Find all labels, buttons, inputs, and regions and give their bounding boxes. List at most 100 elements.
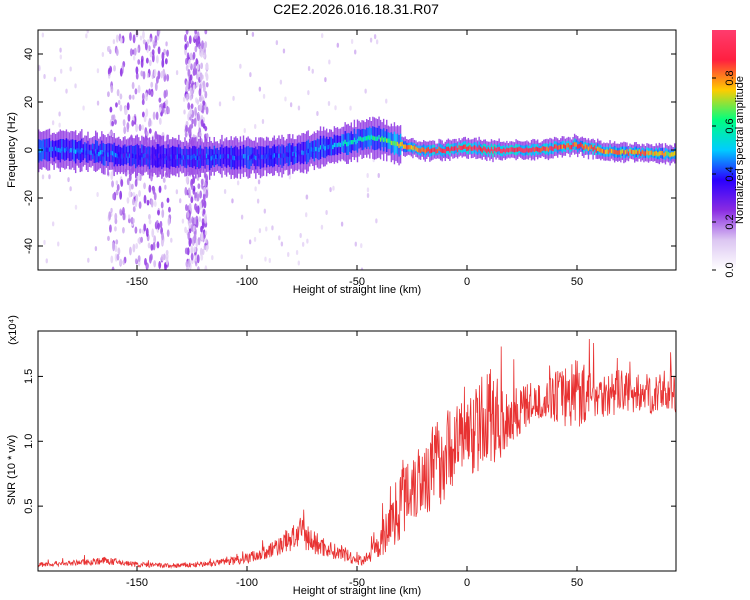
noise-cell — [204, 41, 208, 49]
noise-cell — [152, 39, 155, 45]
spectrogram-cell — [421, 147, 423, 152]
spectrogram-cell — [272, 154, 274, 159]
spectrogram-cell — [216, 153, 219, 159]
spectrogram-cell — [121, 154, 123, 159]
spectrogram-cell — [607, 149, 610, 155]
noise-cell — [161, 209, 165, 218]
noise-cell — [126, 178, 130, 186]
noise-cell — [181, 218, 185, 224]
noise-cell — [135, 123, 138, 133]
spectrogram-cell — [136, 153, 138, 158]
spectrogram-cell — [275, 153, 277, 158]
spectrogram-cell — [289, 152, 291, 157]
spectrogram-cell — [91, 149, 94, 154]
noise-cell — [185, 57, 188, 66]
spectrogram-cell — [612, 149, 614, 154]
snr-xlabel: Height of straight line (km) — [293, 585, 421, 597]
noise-cell — [161, 58, 165, 68]
noise-cell — [148, 219, 152, 225]
spectrogram-cell — [674, 151, 676, 156]
spectrogram-cell — [74, 149, 77, 154]
noise-cell — [199, 105, 203, 111]
spectrogram-cell — [532, 147, 534, 152]
noise-cell — [187, 68, 191, 77]
spectrogram-cell — [359, 136, 362, 141]
noise-cell — [122, 259, 125, 265]
spectrogram-cell — [469, 144, 471, 150]
noise-cell — [114, 212, 118, 221]
noise-cell — [204, 30, 208, 35]
noise-cell — [350, 38, 354, 44]
noise-cell — [198, 216, 202, 223]
noise-cell — [108, 211, 112, 221]
spectrogram-cell — [202, 155, 205, 160]
spectrogram-cell — [549, 146, 551, 151]
noise-cell — [139, 35, 143, 41]
spectrogram-cell — [561, 144, 563, 150]
noise-cell — [113, 65, 116, 72]
spectrogram-cell — [578, 143, 580, 149]
spectrogram-cell — [179, 153, 182, 159]
noise-cell — [151, 49, 155, 56]
spectrogram-cell — [644, 151, 647, 156]
spectrogram-cell — [218, 155, 220, 161]
noise-cell — [297, 105, 301, 111]
noise-cell — [59, 54, 63, 60]
spectrogram-cell — [489, 149, 491, 154]
noise-cell — [258, 228, 262, 234]
spectrogram-cell — [182, 155, 185, 160]
noise-cell — [149, 37, 152, 43]
noise-cell — [369, 37, 373, 43]
spectrogram-cell — [376, 136, 379, 141]
spectrogram-cell — [304, 149, 306, 154]
spectrogram-cell — [256, 155, 259, 160]
noise-cell — [200, 178, 204, 186]
spectrogram-cell — [255, 155, 257, 161]
spectrogram-cell — [624, 150, 627, 155]
spectrogram-cell — [127, 152, 129, 157]
noise-cell — [299, 232, 302, 238]
noise-cell — [332, 185, 335, 191]
noise-cell — [145, 108, 149, 118]
colorbar: 0.0 0.2 0.4 0.6 0.8 Normalized spectral ampl… — [712, 30, 746, 278]
noise-cell — [114, 244, 118, 253]
spectrogram-cell — [262, 154, 265, 160]
spectrogram-cell — [527, 148, 530, 153]
noise-cell — [138, 124, 142, 132]
noise-cell — [164, 184, 167, 190]
spectrogram-cell — [50, 146, 52, 152]
noise-cell — [111, 114, 114, 121]
spectrogram-cell — [352, 140, 354, 145]
spectrogram-cell — [250, 154, 252, 159]
noise-cell — [82, 105, 85, 111]
noise-cell — [307, 90, 310, 96]
noise-cell — [305, 194, 309, 200]
noise-cell — [205, 132, 209, 139]
spectrogram-cell — [213, 154, 215, 159]
spectrogram-cell — [48, 147, 51, 152]
noise-cell — [119, 190, 123, 200]
noise-cell — [189, 52, 193, 61]
spectrogram-cell — [198, 156, 200, 161]
noise-cell — [128, 173, 132, 182]
spectrogram-cell — [267, 153, 269, 158]
spectrogram-cell — [110, 150, 112, 156]
spectrogram-cell — [321, 145, 323, 150]
noise-cell — [65, 88, 68, 94]
noise-cell — [94, 246, 98, 252]
spectrogram-cell — [316, 146, 319, 152]
noise-cell — [114, 226, 117, 232]
noise-cell — [158, 117, 162, 125]
spectrogram-cell — [603, 149, 605, 154]
noise-cell — [186, 96, 189, 102]
noise-cell — [190, 184, 194, 190]
spectrogram-cell — [575, 142, 577, 147]
noise-cell — [139, 228, 142, 234]
spectrogram-cell — [285, 152, 288, 157]
noise-cell — [360, 243, 363, 249]
noise-cell — [249, 72, 252, 78]
noise-cell — [186, 211, 190, 218]
noise-cell — [254, 123, 257, 129]
noise-cell — [198, 131, 202, 138]
spectrogram-cell — [666, 151, 668, 156]
